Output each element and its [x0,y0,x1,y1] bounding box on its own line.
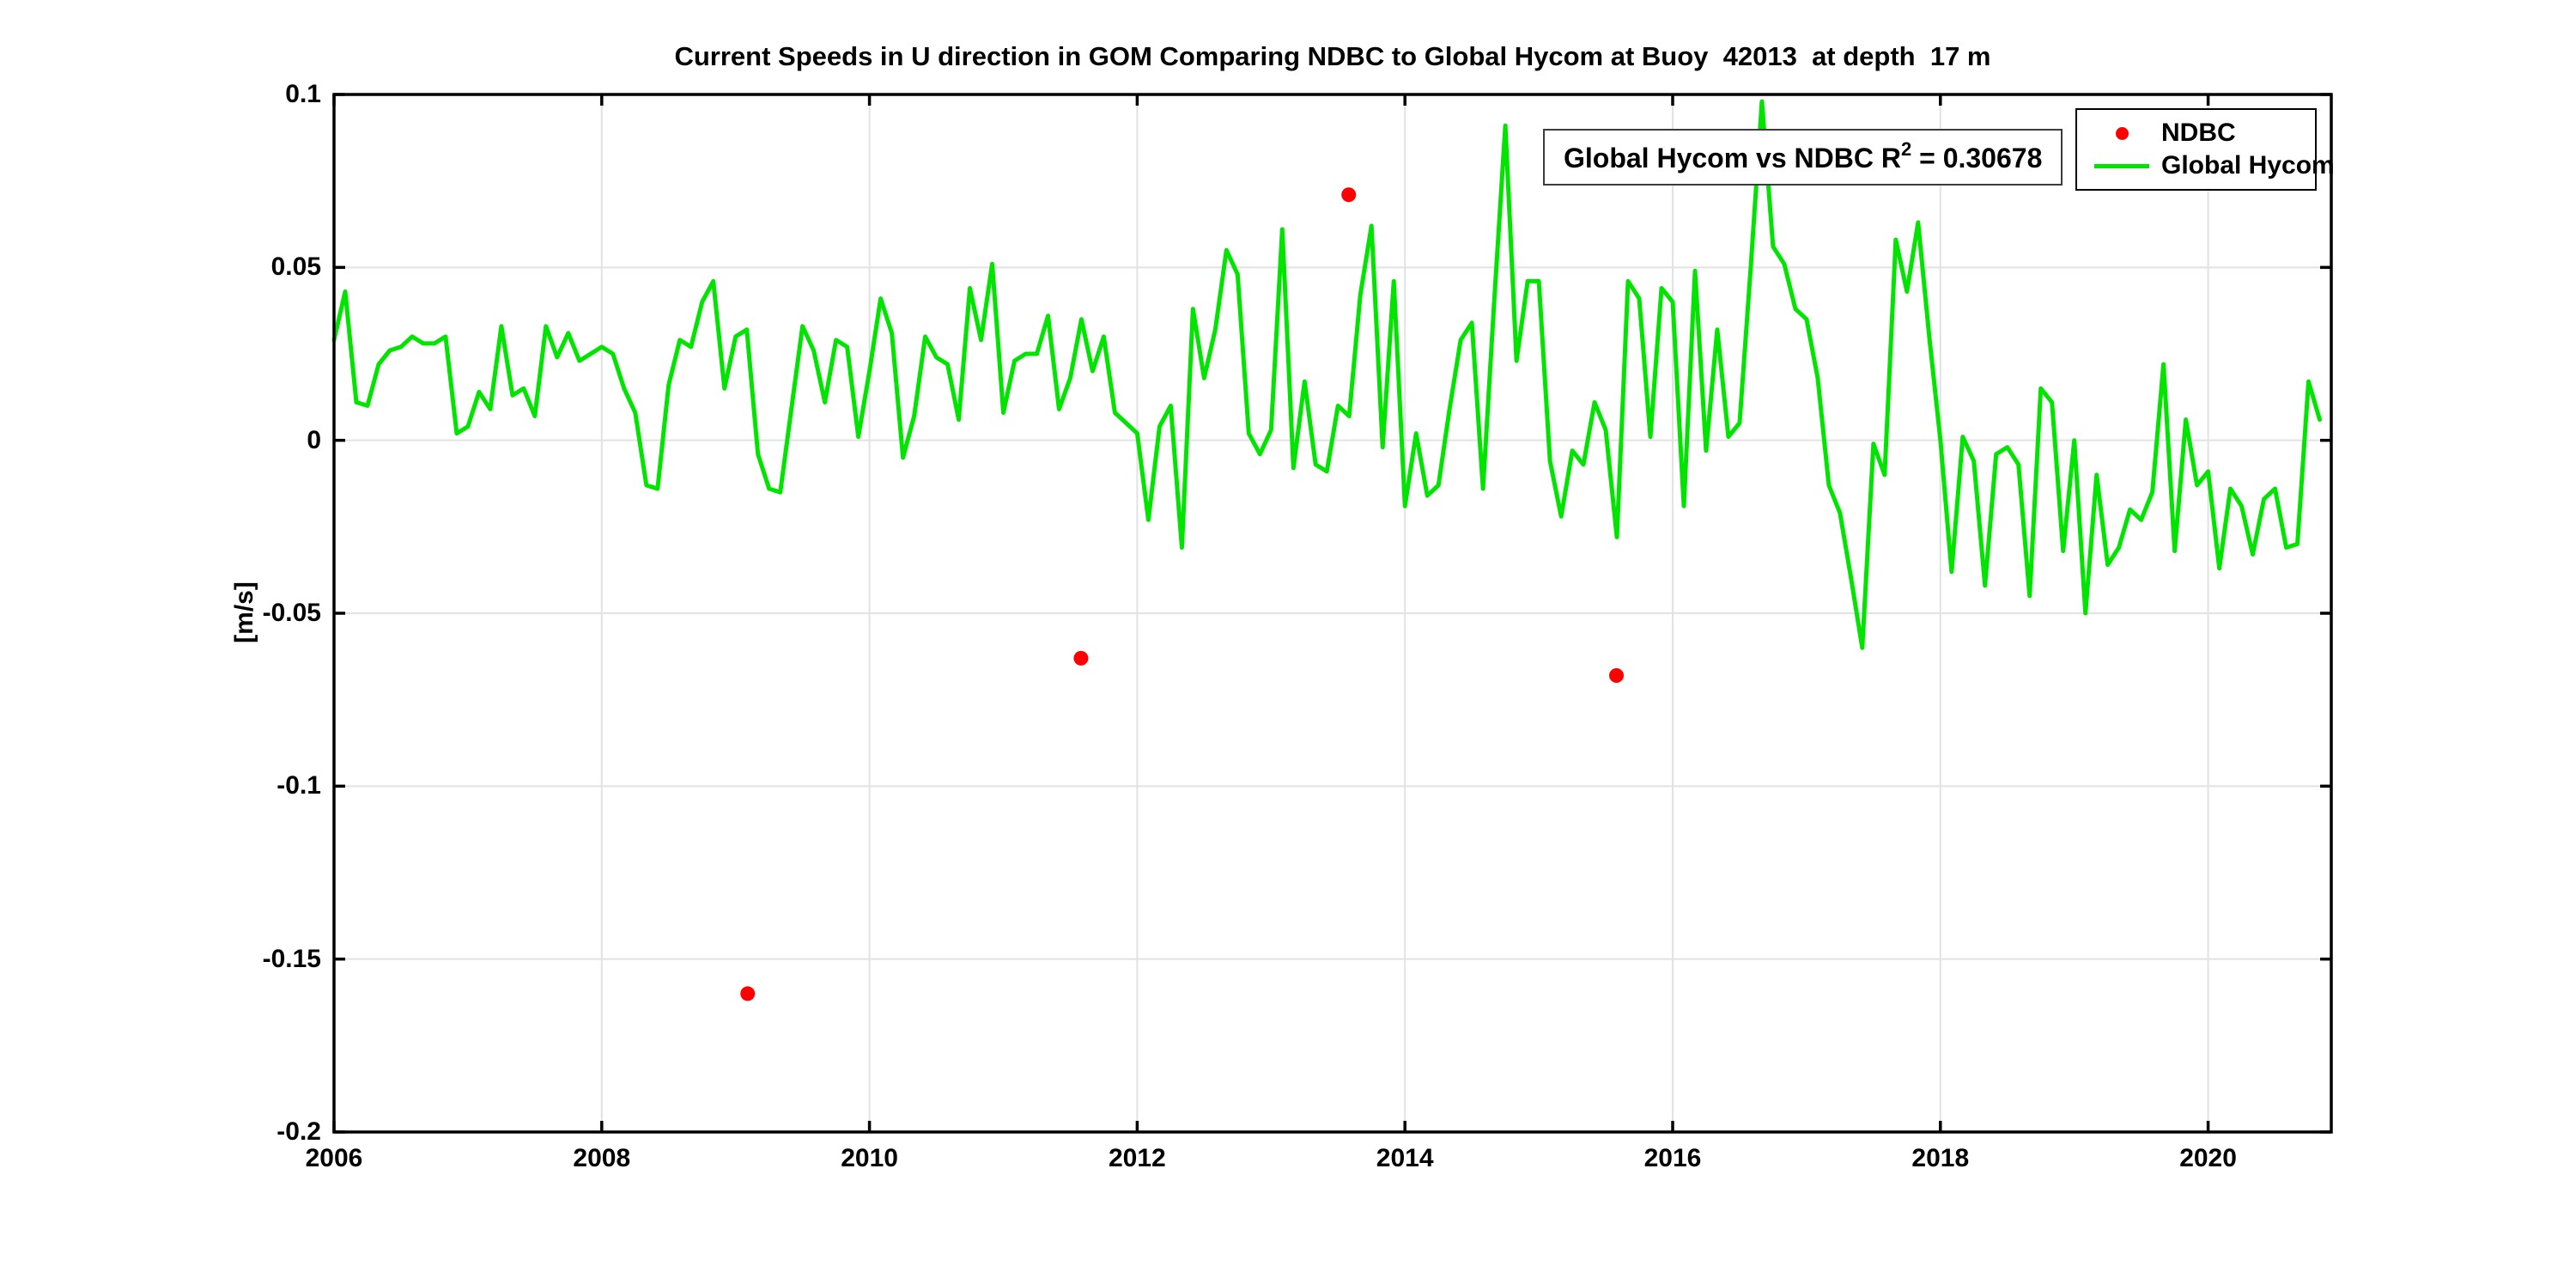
legend-label-global-hycom: Global Hycom [2161,151,2335,180]
ndbc-dot-marker-icon [2115,126,2129,140]
y-tick-label: -0.2 [276,1117,321,1146]
ndbc-data-point [1073,650,1089,666]
annotation-suffix: = 0.30678 [1911,143,2043,173]
x-tick-label: 2018 [1911,1144,1970,1172]
legend-label-ndbc: NDBC [2161,119,2236,147]
y-tick-label: -0.05 [262,599,321,627]
chart-title: Current Speeds in U direction in GOM Com… [674,41,1991,71]
y-tick-label: 0 [307,425,321,454]
x-tick-label: 2006 [305,1144,363,1172]
global-hycom-line [331,99,2322,650]
x-tick-label: 2012 [1109,1144,1166,1172]
legend-marker-cell [2087,126,2156,140]
annotation-superscript: 2 [1900,138,1912,160]
x-tick-label: 2016 [1643,1144,1702,1172]
annotation-prefix: Global Hycom vs NDBC R [1564,143,1901,173]
ndbc-data-point [1341,187,1357,203]
y-tick-label: 0.1 [285,80,321,108]
y-tick-label: -0.15 [262,944,321,973]
y-tick-label: -0.1 [276,771,321,800]
hycom-line-marker-icon [2094,163,2149,168]
y-tick-label: 0.05 [270,253,321,282]
r-squared-annotation: Global Hycom vs NDBC R2 = 0.30678 [1543,129,2063,186]
ndbc-data-point [740,986,756,1001]
legend-item-ndbc: NDBC [2087,117,2315,149]
x-tick-label: 2010 [841,1144,898,1172]
x-tick-label: 2020 [2179,1144,2237,1172]
legend-marker-cell [2087,163,2156,168]
x-tick-label: 2008 [573,1144,631,1172]
legend: NDBC Global Hycom [2075,108,2335,191]
x-tick-label: 2014 [1376,1144,1434,1172]
ndbc-data-point [1609,667,1625,683]
legend-item-global-hycom: Global Hycom [2087,149,2335,182]
